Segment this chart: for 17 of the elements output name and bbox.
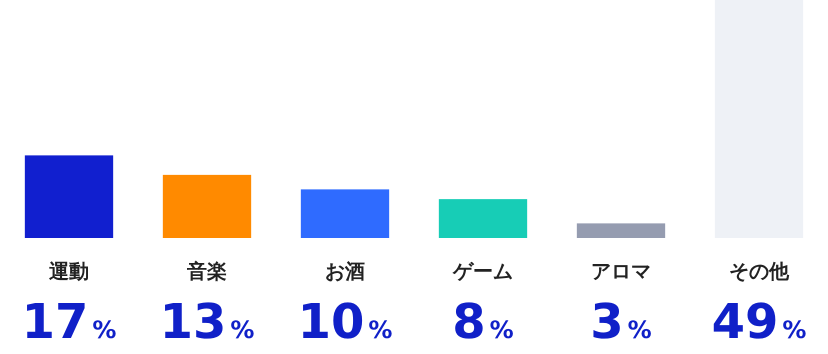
data-label: 17%	[22, 294, 116, 350]
data-label: 13%	[160, 294, 254, 350]
data-label: 8%	[452, 294, 514, 350]
x-tick-label: お酒	[325, 259, 365, 284]
bar	[576, 223, 666, 238]
bar	[162, 174, 252, 238]
data-label: 10%	[298, 294, 392, 350]
x-tick-label: アロマ	[591, 259, 651, 284]
bar	[438, 199, 528, 238]
bar	[24, 155, 114, 238]
x-tick-label: その他	[729, 259, 790, 284]
bar	[300, 189, 390, 238]
data-label: 3%	[590, 294, 652, 350]
x-tick-label: 音楽	[186, 259, 227, 284]
data-label: 49%	[712, 294, 806, 350]
x-tick-label: ゲーム	[452, 259, 513, 284]
x-tick-label: 運動	[48, 259, 89, 284]
